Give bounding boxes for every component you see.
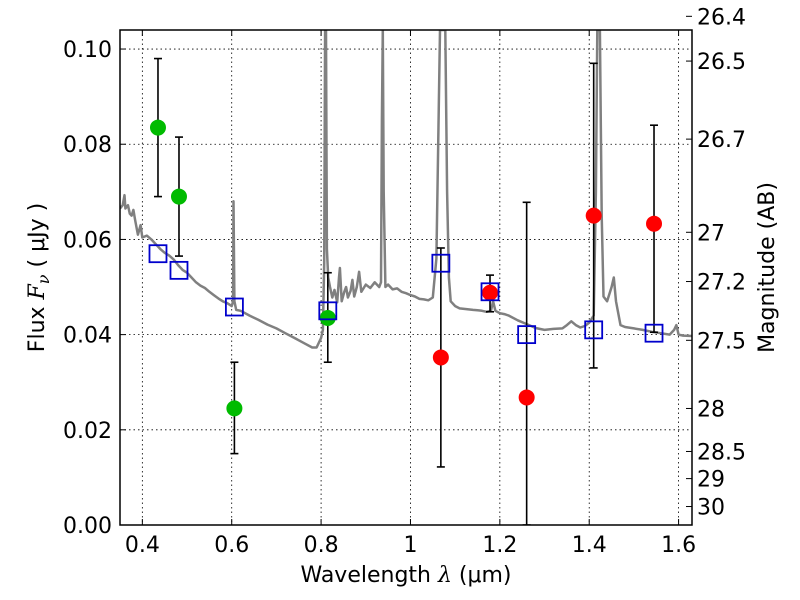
magnitude-tick-label: 28.5 bbox=[697, 440, 746, 465]
y-axis-label: Flux Fν ( μJy ) bbox=[25, 203, 53, 352]
lambda-symbol: λ bbox=[437, 563, 452, 588]
red-flux-point bbox=[585, 207, 602, 224]
y-axis-unit: ( μJy ) bbox=[25, 203, 50, 275]
model-flux-square bbox=[644, 323, 664, 343]
model-spectrum-line bbox=[120, 30, 692, 349]
magnitude-tick-label: 30 bbox=[697, 496, 725, 521]
model-flux-square bbox=[224, 297, 244, 317]
model-flux-square bbox=[169, 260, 189, 280]
magnitude-tick-label: 27 bbox=[697, 221, 725, 246]
x-tick-label: 1.2 bbox=[482, 533, 517, 558]
y-tick-label: 0.04 bbox=[63, 324, 112, 349]
y-tick-label: 0.10 bbox=[63, 38, 112, 63]
red-flux-point bbox=[482, 284, 499, 301]
magnitude-tick-label: 28 bbox=[697, 397, 725, 422]
magnitude-tick-label: 26.5 bbox=[697, 50, 746, 75]
x-tick-label: 1 bbox=[403, 533, 417, 558]
magnitude-axis-label: Magnitude (AB) bbox=[755, 182, 780, 353]
y-tick-label: 0.02 bbox=[63, 419, 112, 444]
model-flux-square bbox=[517, 325, 537, 345]
x-tick-label: 0.4 bbox=[125, 533, 160, 558]
model-flux-square bbox=[584, 320, 604, 340]
x-tick-label: 1.6 bbox=[661, 533, 696, 558]
plot-area bbox=[120, 30, 692, 525]
y-axis-label-text: Flux bbox=[25, 299, 50, 352]
red-flux-point bbox=[518, 389, 535, 406]
model-flux-square bbox=[318, 301, 338, 321]
axis-ticks: 0.4 0.6 0.8 1 1.2 1.4 1.6 0.00 0.02 0.04 0.06 0.08 0… bbox=[63, 5, 746, 558]
x-axis-label: Wavelength λ (μm) bbox=[300, 563, 511, 588]
x-axis-label-text: Wavelength bbox=[300, 563, 438, 588]
green-flux-point bbox=[149, 119, 166, 136]
red-flux-point bbox=[432, 349, 449, 366]
model-flux-square bbox=[148, 244, 168, 264]
magnitude-tick-label: 29 bbox=[697, 468, 725, 493]
nu-subscript: ν bbox=[34, 274, 53, 284]
green-flux-point bbox=[226, 400, 243, 417]
y-tick-label: 0.08 bbox=[63, 133, 112, 158]
magnitude-tick-label: 27.2 bbox=[697, 271, 746, 296]
magnitude-tick-label: 27.5 bbox=[697, 329, 746, 354]
model-flux-square bbox=[480, 282, 500, 302]
magnitude-tick-label: 26.4 bbox=[697, 5, 746, 30]
x-tick-label: 0.8 bbox=[304, 533, 339, 558]
red-flux-point bbox=[646, 215, 663, 232]
y-tick-label: 0.06 bbox=[63, 228, 112, 253]
x-tick-label: 0.6 bbox=[214, 533, 249, 558]
model-flux-square bbox=[431, 253, 451, 273]
green-flux-point bbox=[319, 309, 336, 326]
x-axis-unit: (μm) bbox=[452, 563, 512, 588]
magnitude-tick-label: 26.7 bbox=[697, 128, 746, 153]
f-symbol: F bbox=[25, 283, 50, 300]
green-flux-point bbox=[170, 188, 187, 205]
y-tick-label: 0.00 bbox=[63, 514, 112, 539]
axes-frame bbox=[119, 29, 693, 526]
x-tick-label: 1.4 bbox=[572, 533, 607, 558]
